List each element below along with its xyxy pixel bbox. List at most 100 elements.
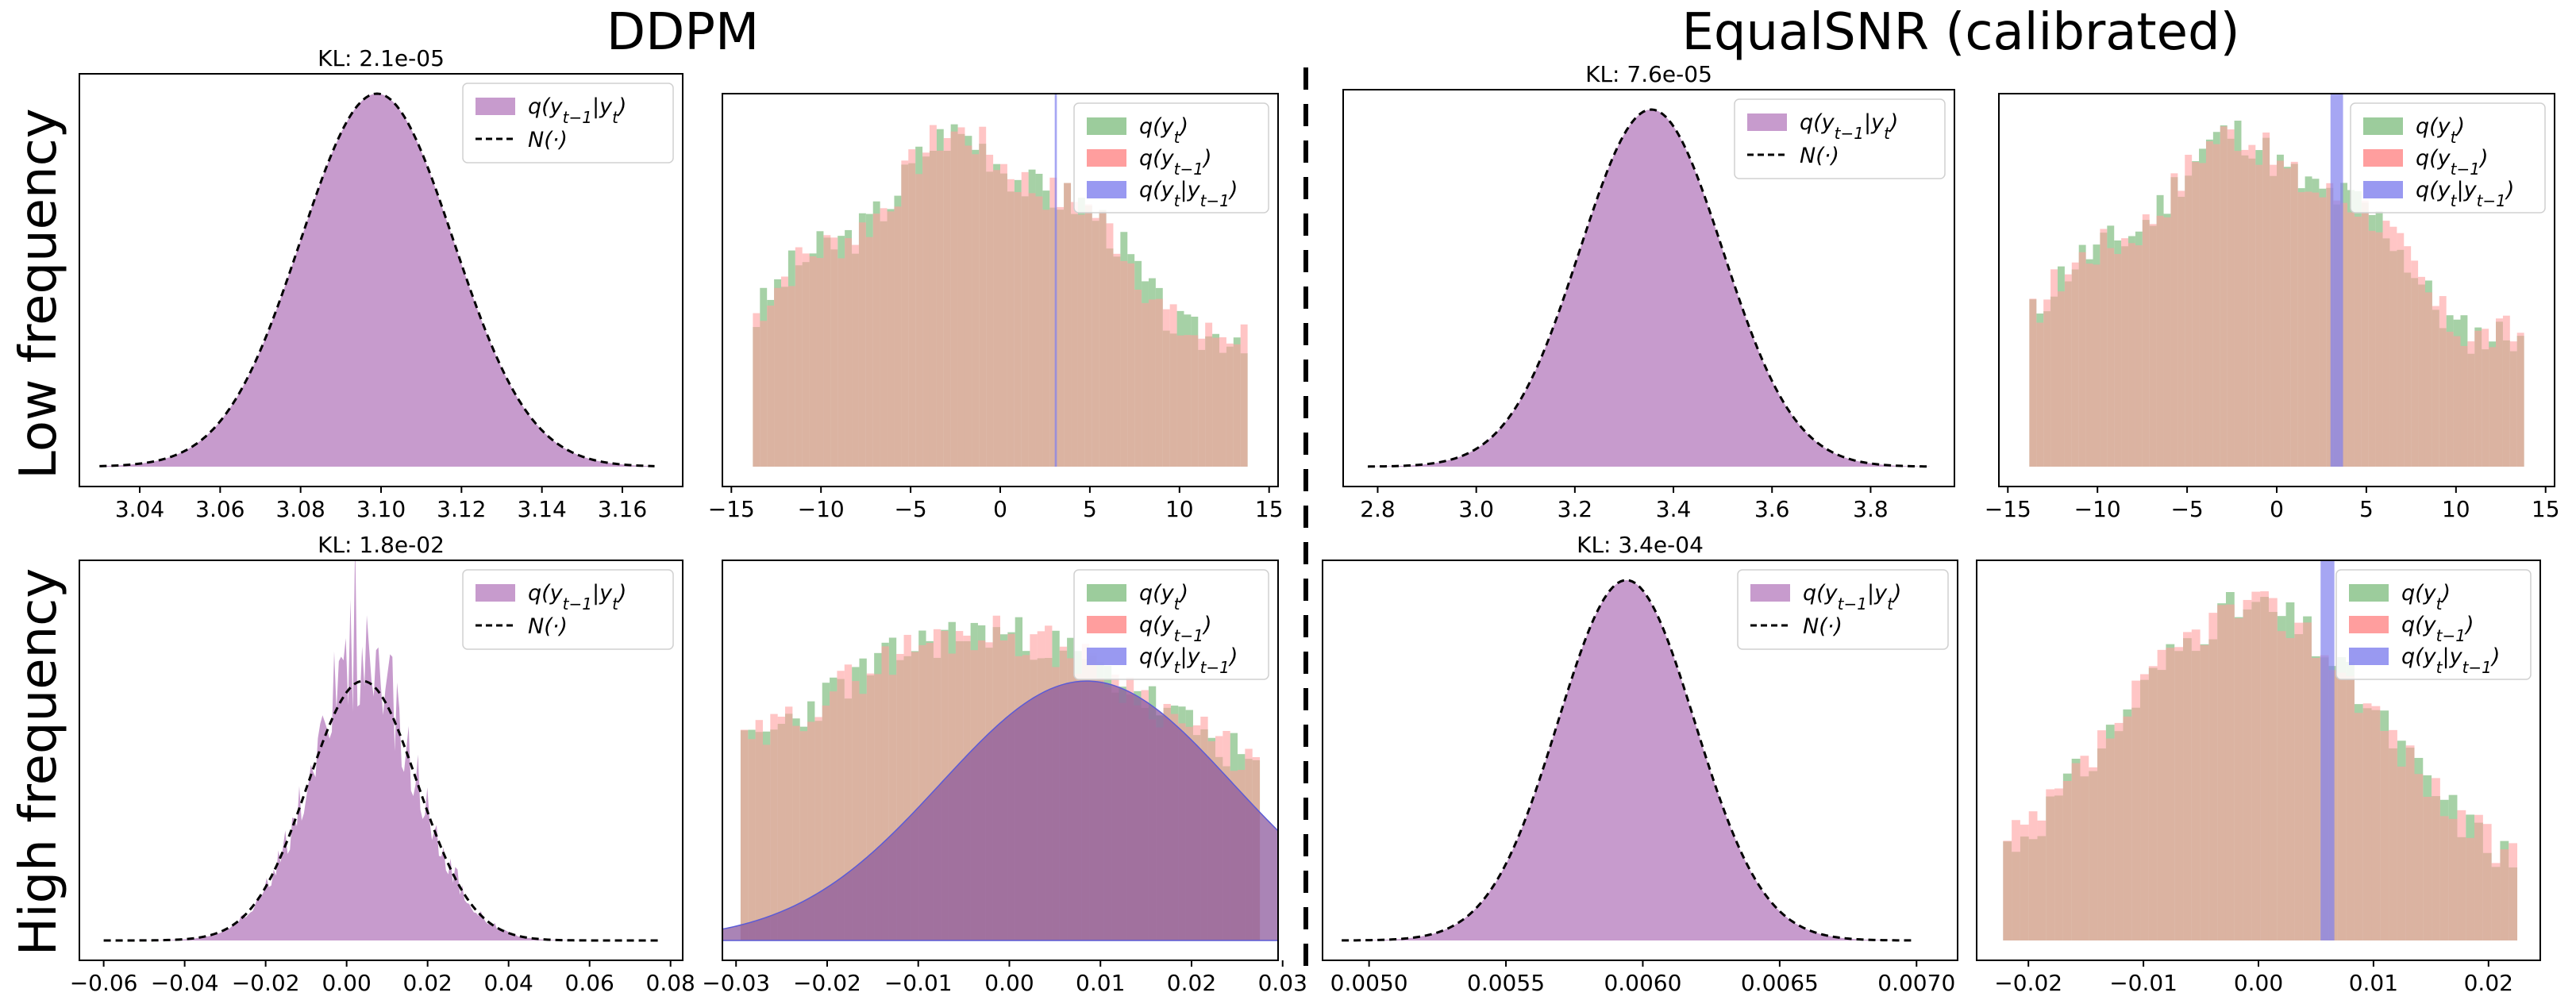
hist-bar-qt1: [2140, 674, 2149, 940]
hist-bar-qt1: [2078, 252, 2086, 467]
x-tick-label: −0.02: [1994, 970, 2062, 996]
hist-bar-qt1: [2270, 164, 2277, 467]
hist-bar-qt1: [1099, 210, 1107, 467]
hist-bar-qt1: [1127, 263, 1135, 467]
hist-bar-qt1: [807, 721, 815, 940]
hist-bar-qt1: [2474, 814, 2483, 940]
hist-bar-qt1: [2100, 229, 2108, 467]
axes-frame: [79, 560, 683, 961]
hist-bar-qt1: [2424, 292, 2432, 467]
legend: q(yt−1|yt)N(·): [462, 569, 674, 650]
hist-bar-qt1: [2496, 318, 2503, 467]
hist-bar-qt1: [2509, 843, 2518, 940]
series-normal-dashed: [103, 679, 663, 942]
hist-bar-qt1: [2432, 778, 2440, 940]
hist-bar-qt1: [823, 235, 831, 467]
x-tick-label: −5: [2170, 496, 2203, 522]
series-qcond-area: [722, 680, 1278, 941]
hist-bar-qt1: [2200, 644, 2209, 940]
hist-bar-qt1: [2036, 322, 2044, 467]
hist-bar-qt1: [2227, 129, 2235, 467]
hist-bar-qt1: [2251, 591, 2261, 940]
series-qcond-spike: [1054, 94, 1057, 467]
x-tick-label: 15: [2532, 496, 2560, 522]
x-tick-label: 0: [993, 496, 1007, 522]
hist-bar-qt1: [2474, 330, 2482, 467]
hist-bar-qt1: [2105, 738, 2115, 940]
hist-bar-qt1: [2029, 298, 2037, 467]
chart-panel-equalsnr_high_posterior: KL: 3.4e-04 0.0050 0.0055 0.0060 0.0065 0.007…: [1322, 532, 1958, 996]
hist-bar-qt1: [2268, 598, 2278, 940]
hist-bar-qt1: [2500, 849, 2509, 940]
hist-bar-qt1: [767, 306, 775, 467]
x-tick-label: 5: [2359, 496, 2374, 522]
axes-frame: [1342, 89, 1955, 487]
hist-bar-qt1: [1191, 335, 1199, 467]
hist-bar-qt1: [1226, 343, 1234, 467]
series-posterior-area: [1342, 580, 1912, 940]
legend-label-posterior: q(yt−1|yt): [1803, 581, 1901, 613]
hist-bar-qt1: [972, 154, 980, 467]
hist-bar-qt1: [2491, 863, 2501, 940]
hist-bar-qt1: [2225, 604, 2235, 940]
x-tick-label: −0.06: [70, 970, 138, 996]
hist-bar-qt1: [1035, 196, 1043, 467]
hist-bar-qt1: [777, 717, 786, 940]
legend-swatch-posterior: [1747, 113, 1787, 131]
legend-label-qt1: q(yt−1): [2416, 146, 2489, 179]
legend-swatch-qt1: [2349, 616, 2389, 633]
hist-bar-qt1: [2303, 622, 2312, 940]
hist-bar-qt1: [2489, 347, 2496, 467]
hist-bar-qt1: [2142, 214, 2150, 467]
hist-bar-qt1: [2058, 291, 2065, 467]
hist-bar-qt1: [2467, 341, 2475, 467]
legend-swatch-qcond: [1087, 181, 1126, 198]
hist-bar-qt1: [2163, 217, 2171, 467]
hist-bar-qt1: [2439, 816, 2449, 940]
hist-bar-qt1: [2170, 173, 2178, 467]
title-equalsnr: EqualSNR (calibrated): [1681, 3, 2239, 62]
hist-bar-qt1: [2460, 345, 2468, 467]
legend-swatch-qcond: [2363, 181, 2403, 198]
hist-bar-qt1: [2192, 162, 2200, 467]
hist-bar-qt1: [2071, 262, 2079, 467]
hist-bar-qt1: [2080, 756, 2089, 940]
hist-bar-qt1: [740, 729, 749, 940]
x-tick-label: 10: [1165, 496, 1194, 522]
hist-bar-qt1: [755, 720, 763, 940]
hist-bar-qt1: [1113, 253, 1121, 467]
hist-bar-qt1: [2453, 336, 2461, 467]
hist-bar-qt1: [911, 652, 919, 940]
hist-bar-qt1: [2199, 163, 2206, 467]
hist-bar-qt1: [1106, 223, 1114, 467]
series-posterior-area: [1368, 110, 1930, 467]
hist-bar-qt1: [1049, 177, 1057, 467]
legend-label-normal: N(·): [528, 614, 568, 639]
legend-swatch-qt: [2349, 584, 2389, 602]
legend-swatch-qt: [2363, 117, 2403, 135]
legend-swatch-posterior: [476, 584, 515, 602]
x-tick-label: 3.10: [356, 496, 406, 522]
x-tick-label: 0.02: [2464, 970, 2513, 996]
hist-bar-qt1: [2466, 837, 2475, 940]
hist-bar-qt1: [2114, 254, 2122, 467]
x-tick-label: 15: [1255, 496, 1284, 522]
hist-bar-qt1: [993, 170, 1000, 467]
hist-bar-qt1: [2064, 274, 2072, 467]
chart-panel-ddpm_high_posterior: KL: 1.8e-02 −0.06 −0.04 −0.02 0.00 0.02 0.04 0.…: [70, 532, 695, 996]
x-tick-label: 2.8: [1360, 496, 1396, 522]
x-tick-label: 0.03: [1258, 970, 1307, 996]
hist-bar-qt1: [2097, 730, 2106, 940]
hist-bar-qt1: [903, 634, 911, 940]
hist-bar-qt1: [2220, 126, 2228, 467]
hist-bar-qt1: [2311, 657, 2320, 940]
hist-bar-qt1: [2262, 132, 2270, 467]
series-normal-dashed: [1342, 579, 1912, 942]
hist-bar-qt1: [1205, 322, 1213, 467]
hist-bar-qt1: [2411, 260, 2419, 467]
legend-label-qt: q(yt): [2416, 114, 2465, 147]
hist-bar-qt1: [2446, 331, 2454, 467]
hist-bar-qt1: [2114, 722, 2124, 940]
x-tick-label: 0.08: [646, 970, 695, 996]
hist-bar-qt1: [896, 653, 904, 940]
